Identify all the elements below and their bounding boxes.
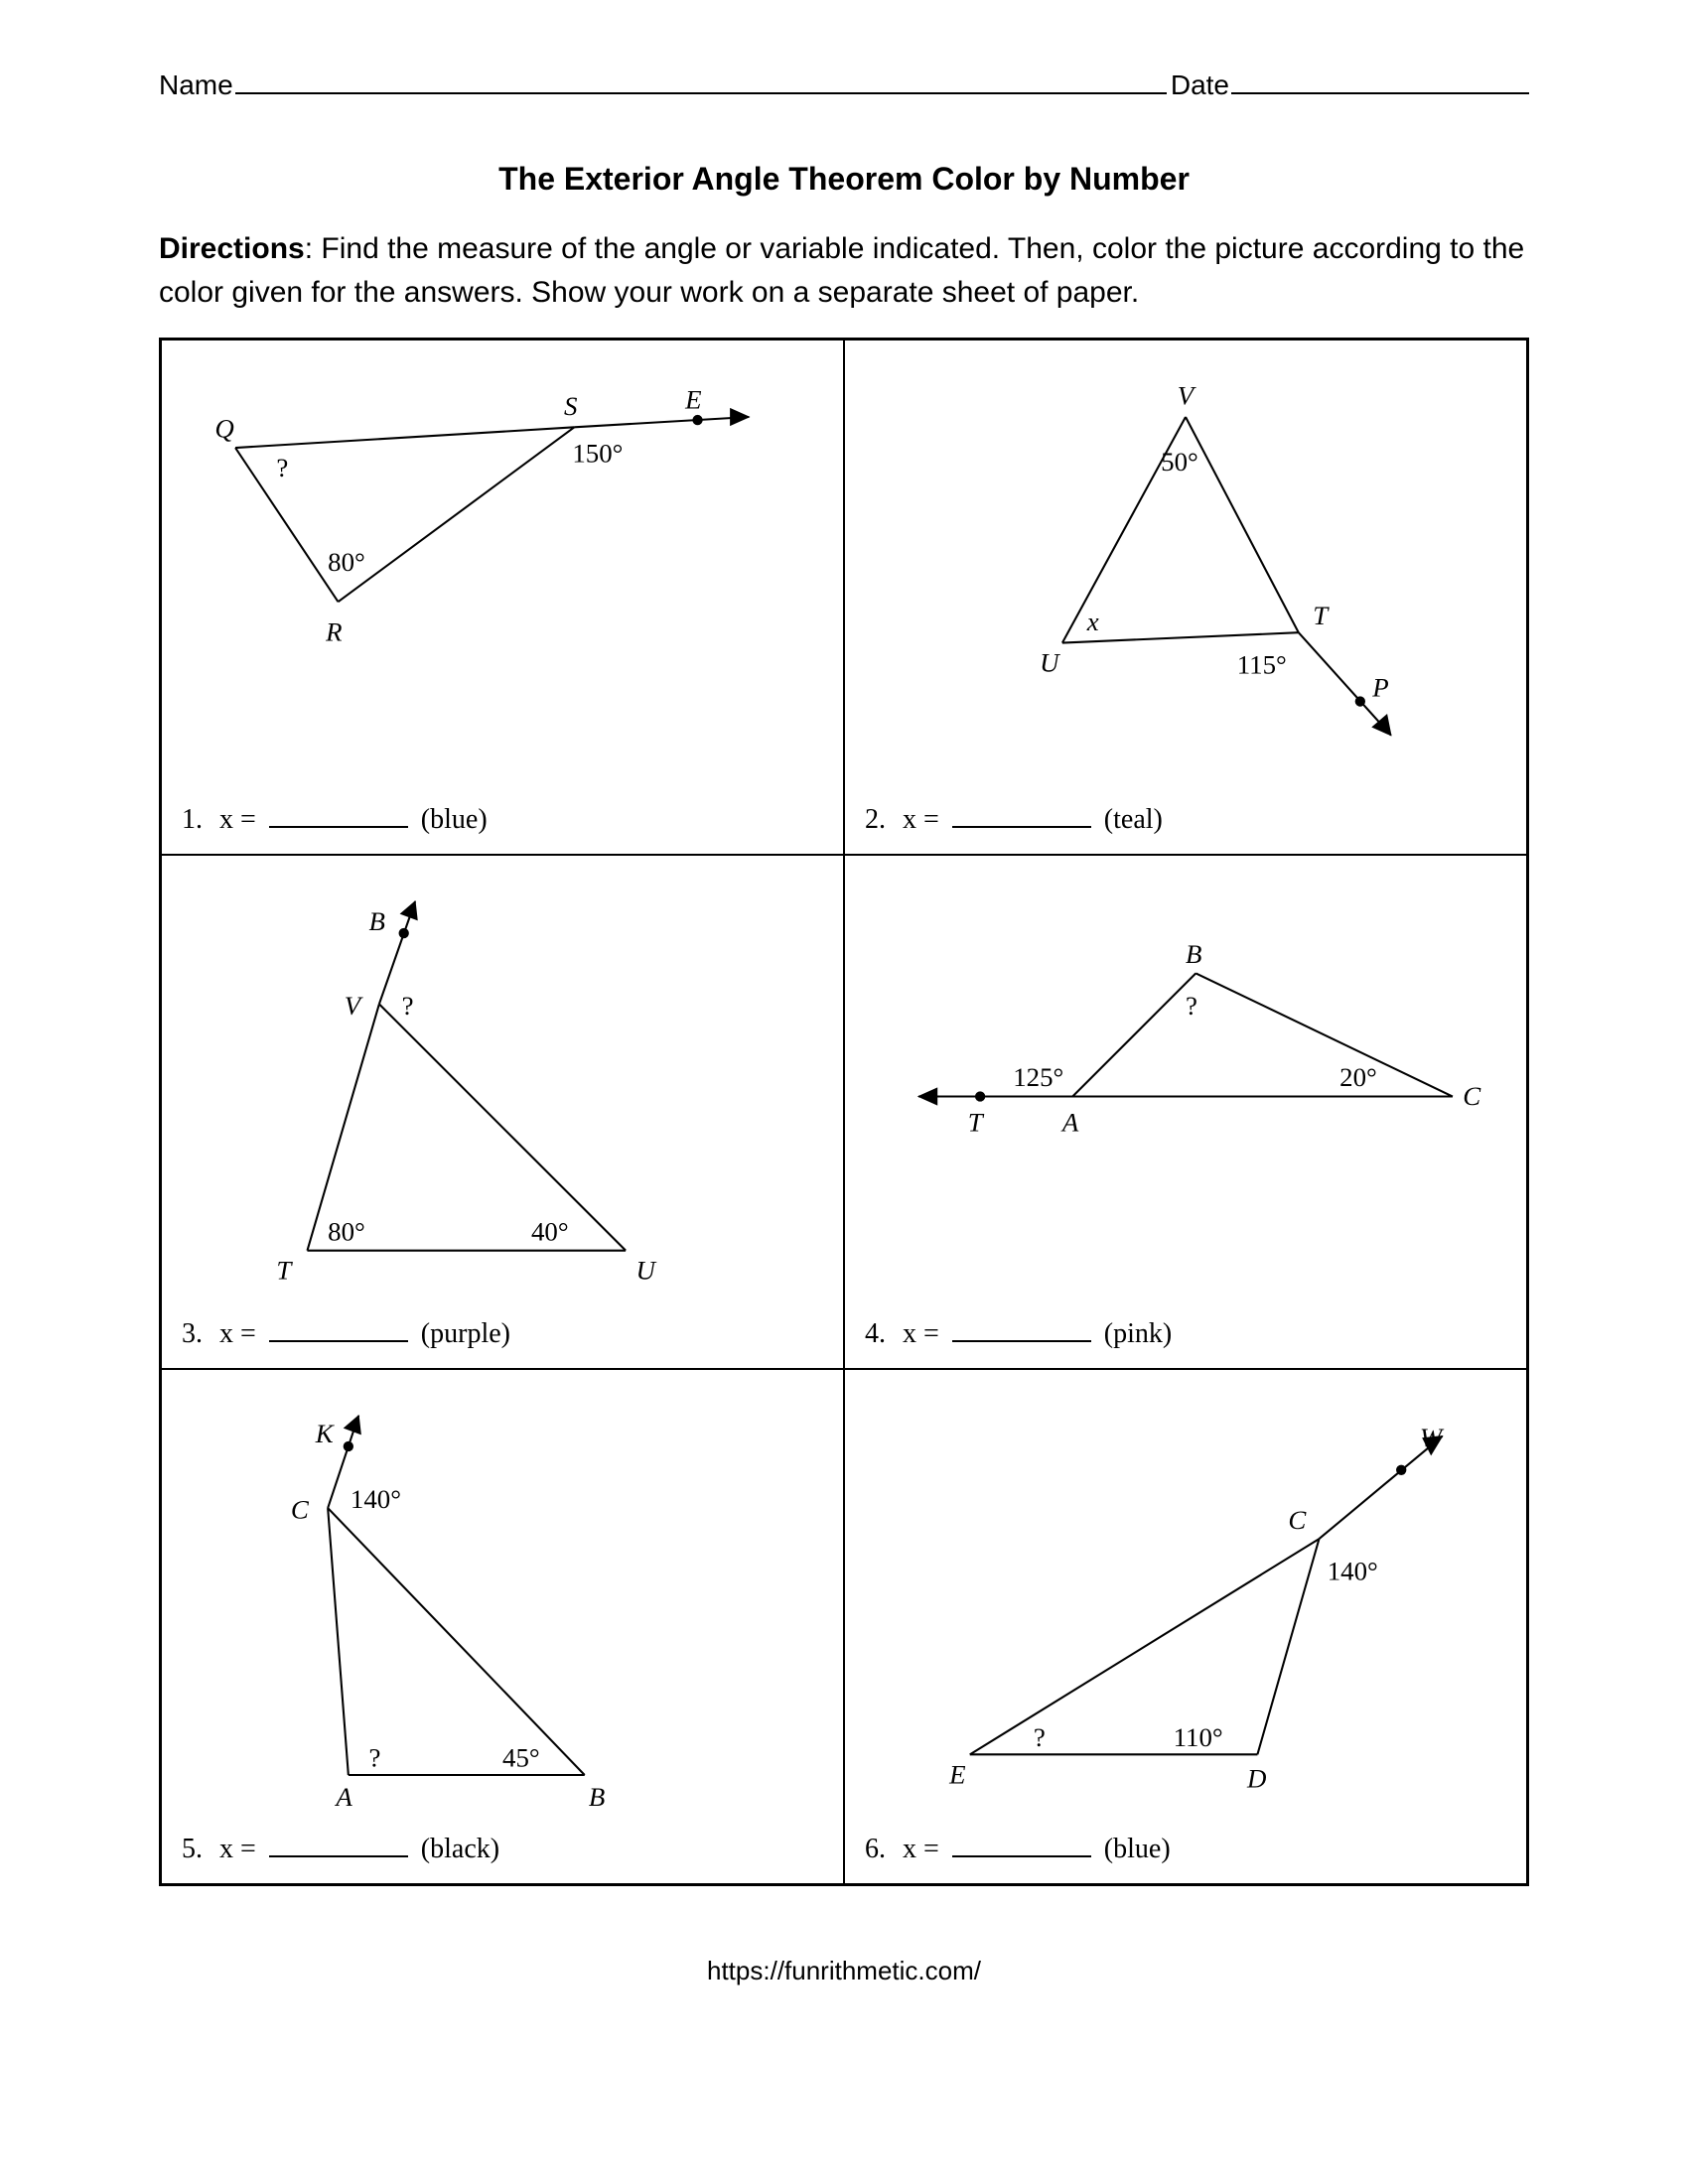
question-2: 2. x = (teal) (857, 800, 1514, 842)
name-label: Name (159, 69, 233, 101)
q6-num: 6. (865, 1834, 886, 1864)
problem-cell-5: K C A B 140° ? 45° 5. x = (black) (161, 1369, 844, 1884)
question-5: 5. x = (black) (174, 1830, 831, 1871)
q5-color: (black) (421, 1834, 499, 1864)
date-label: Date (1171, 69, 1229, 101)
angle-A-ext: 125° (1013, 1062, 1063, 1092)
figure-2: V U T P 50° x 115° (857, 352, 1514, 800)
vertex-R: R (325, 616, 342, 646)
problem-cell-4: B T A C 125° ? 20° 4. x = (pink) (844, 855, 1527, 1370)
angle-S-ext: 150° (572, 439, 623, 469)
vertex-V: V (1178, 381, 1196, 411)
q4-blank[interactable] (952, 1324, 1091, 1342)
q3-color: (purple) (421, 1318, 510, 1349)
angle-D: 110° (1174, 1722, 1223, 1752)
q4-color: (pink) (1104, 1318, 1172, 1349)
q6-var: x = (903, 1834, 939, 1864)
vertex-U: U (635, 1255, 656, 1285)
vertex-E: E (948, 1760, 965, 1790)
question-1: 1. x = (blue) (174, 800, 831, 842)
point-E: E (684, 385, 701, 415)
q2-num: 2. (865, 804, 886, 835)
question-4: 4. x = (pink) (857, 1314, 1514, 1356)
angle-T: 80° (328, 1216, 365, 1246)
footer-url: https://funrithmetic.com/ (159, 1956, 1529, 1986)
question-3: 3. x = (purple) (174, 1314, 831, 1356)
figure-1: Q S E R ? 80° 150° (174, 352, 831, 800)
angle-B: ? (1186, 990, 1197, 1020)
vertex-Q: Q (214, 414, 233, 444)
point-K: K (315, 1419, 336, 1448)
angle-C-ext: 140° (351, 1484, 401, 1514)
problem-cell-3: B V T U ? 80° 40° 3. x = (purple) (161, 855, 844, 1370)
angle-V: 50° (1161, 447, 1198, 477)
problem-cell-1: Q S E R ? 80° 150° 1. x = (blue) (161, 340, 844, 855)
angle-R: 80° (328, 547, 365, 577)
angle-U: x (1086, 607, 1099, 636)
q1-blank[interactable] (269, 810, 408, 828)
vertex-C: C (1463, 1080, 1481, 1110)
problem-grid: Q S E R ? 80° 150° 1. x = (blue) (159, 338, 1529, 1886)
directions-text: : Find the measure of the angle or varia… (159, 232, 1524, 309)
q1-num: 1. (182, 804, 203, 835)
vertex-U: U (1040, 648, 1060, 678)
q3-blank[interactable] (269, 1324, 408, 1342)
q5-var: x = (219, 1834, 256, 1864)
point-W: W (1420, 1423, 1445, 1452)
vertex-A: A (1060, 1107, 1079, 1137)
vertex-C: C (1288, 1505, 1307, 1535)
vertex-B: B (1186, 939, 1201, 969)
angle-T-ext: 115° (1237, 650, 1287, 680)
q1-var: x = (219, 804, 256, 835)
name-blank[interactable] (235, 72, 1167, 94)
angle-V-ext: ? (402, 990, 414, 1020)
angle-A: ? (369, 1743, 381, 1773)
vertex-A: A (334, 1782, 352, 1812)
vertex-C: C (291, 1495, 310, 1525)
q2-color: (teal) (1104, 804, 1163, 835)
q3-num: 3. (182, 1318, 203, 1349)
problem-cell-2: V U T P 50° x 115° 2. x = (teal) (844, 340, 1527, 855)
vertex-T: T (1313, 601, 1330, 630)
vertex-B: B (589, 1782, 605, 1812)
header-line: Name Date (159, 69, 1529, 101)
vertex-T: T (276, 1255, 293, 1285)
q4-var: x = (903, 1318, 939, 1349)
q5-num: 5. (182, 1834, 203, 1864)
angle-U: 40° (531, 1216, 569, 1246)
angle-B: 45° (502, 1743, 540, 1773)
q6-color: (blue) (1104, 1834, 1171, 1864)
figure-3: B V T U ? 80° 40° (174, 868, 831, 1315)
angle-Q: ? (276, 453, 288, 482)
question-6: 6. x = (blue) (857, 1830, 1514, 1871)
page-title: The Exterior Angle Theorem Color by Numb… (159, 161, 1529, 198)
q6-blank[interactable] (952, 1840, 1091, 1857)
angle-C-ext: 140° (1328, 1557, 1378, 1586)
q1-color: (blue) (421, 804, 488, 835)
directions: Directions: Find the measure of the angl… (159, 227, 1529, 314)
point-P: P (1371, 672, 1388, 702)
figure-5: K C A B 140° ? 45° (174, 1382, 831, 1830)
figure-6: W C E D 140° 110° ? (857, 1382, 1514, 1830)
problem-cell-6: W C E D 140° 110° ? 6. x = (blue) (844, 1369, 1527, 1884)
angle-C: 20° (1339, 1062, 1377, 1092)
vertex-V: V (345, 990, 363, 1020)
figure-4: B T A C 125° ? 20° (857, 868, 1514, 1315)
q3-var: x = (219, 1318, 256, 1349)
point-B: B (369, 906, 385, 936)
vertex-S: S (564, 391, 577, 421)
point-T: T (968, 1107, 985, 1137)
vertex-D: D (1246, 1764, 1266, 1794)
q2-blank[interactable] (952, 810, 1091, 828)
q5-blank[interactable] (269, 1840, 408, 1857)
q2-var: x = (903, 804, 939, 835)
angle-E: ? (1034, 1722, 1046, 1752)
directions-label: Directions (159, 232, 305, 265)
q4-num: 4. (865, 1318, 886, 1349)
date-blank[interactable] (1231, 72, 1529, 94)
